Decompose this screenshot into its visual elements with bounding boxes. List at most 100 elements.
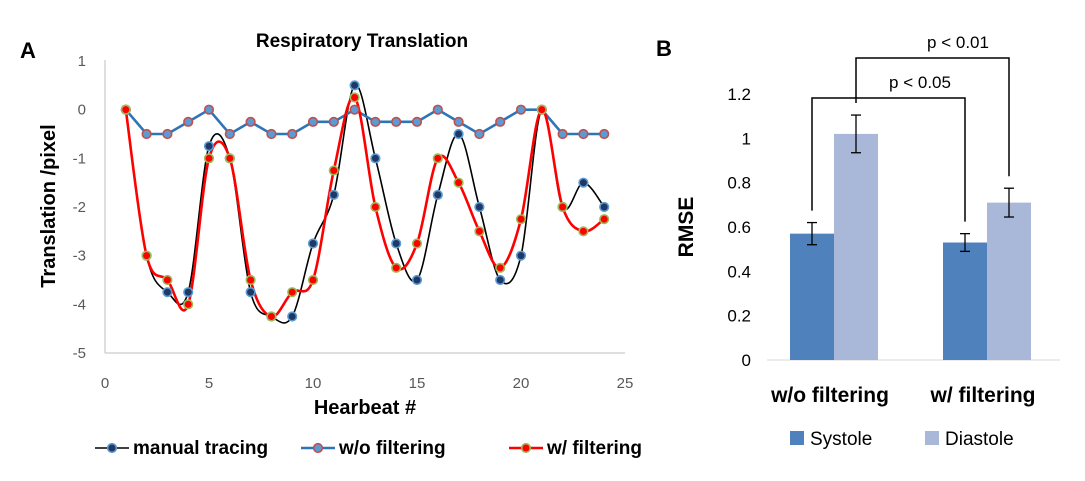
y-axis-title: Translation /pixel: [38, 124, 60, 287]
y-tick-label: 0.4: [727, 262, 751, 281]
data-point-w-filtering: [224, 153, 235, 164]
data-point-w-filtering: [515, 214, 527, 225]
series-line-manual-tracing: [125, 84, 605, 324]
data-point-w-o-filtering: [432, 104, 443, 115]
y-tick-label: -1: [73, 150, 86, 167]
legend-marker: [312, 442, 324, 454]
data-point-w-o-filtering: [307, 116, 319, 127]
y-tick-label: 1: [742, 129, 751, 148]
data-point-w-o-filtering: [370, 116, 381, 127]
x-axis-title: Hearbeat #: [314, 397, 416, 419]
data-point-w-filtering: [411, 238, 423, 249]
data-point-w-o-filtering: [599, 128, 610, 140]
data-point-w-filtering: [245, 274, 256, 286]
data-point-w-o-filtering: [245, 116, 256, 127]
bars: [790, 133, 1031, 360]
data-point-w-filtering: [578, 226, 589, 237]
data-point-w-filtering: [453, 177, 464, 188]
chart-a-title: Respiratory Translation: [256, 31, 468, 52]
data-point-manual-tracing: [328, 189, 339, 200]
data-point-w-filtering: [474, 226, 485, 237]
x-tick-label: 10: [305, 375, 322, 392]
data-point-manual-tracing: [515, 250, 527, 261]
legend-swatch: [790, 431, 804, 445]
data-point-w-o-filtering: [515, 104, 527, 115]
series-line-w-filtering: [124, 95, 605, 318]
data-point-w-filtering: [557, 201, 568, 213]
data-point-manual-tracing: [578, 177, 589, 188]
data-point-w-filtering: [266, 311, 277, 322]
y-tick-label: 0.2: [727, 307, 751, 326]
data-point-w-o-filtering: [578, 128, 589, 140]
x-tick-labels: 0 5 10 15 20 25: [101, 375, 634, 392]
panel-a-label: A: [20, 38, 36, 63]
category-label: w/ filtering: [930, 384, 1036, 407]
significance-bracket: [855, 57, 1010, 177]
y-tick-label: -2: [73, 199, 86, 216]
data-point-w-filtering: [432, 153, 443, 164]
data-point-w-filtering: [370, 201, 381, 213]
y-tick-label: -3: [73, 248, 86, 265]
data-point-w-filtering: [183, 299, 194, 310]
data-point-w-o-filtering: [224, 128, 235, 140]
data-point-w-o-filtering: [474, 128, 485, 140]
data-point-manual-tracing: [370, 153, 381, 164]
y-tick-labels: 1.2 1 0.8 0.6 0.4 0.2 0: [727, 85, 751, 370]
data-point-w-filtering: [307, 274, 319, 286]
data-point-w-filtering: [287, 287, 298, 298]
x-tick-label: 25: [617, 375, 634, 392]
category-labels: w/o filtering w/ filtering: [770, 384, 1035, 407]
data-point-manual-tracing: [599, 201, 610, 213]
data-point-w-filtering: [495, 262, 506, 273]
bar-diastole-0: [834, 133, 878, 360]
legend-label: Diastole: [945, 429, 1014, 450]
category-label: w/o filtering: [770, 384, 889, 407]
significance-brackets: p < 0.05 p < 0.01: [811, 33, 1010, 222]
legend-label: manual tracing: [133, 438, 268, 459]
data-point-w-o-filtering: [183, 116, 194, 127]
y-axis-title: RMSE: [675, 197, 698, 258]
y-tick-label: 0.6: [727, 218, 751, 237]
legend: Systole Diastole: [790, 429, 1014, 450]
bar-systole-0: [790, 233, 834, 360]
y-tick-label: 1: [78, 53, 86, 70]
x-tick-label: 0: [101, 375, 109, 392]
data-point-manual-tracing: [474, 201, 485, 213]
data-point-manual-tracing: [391, 238, 402, 249]
legend-label: Systole: [810, 429, 872, 450]
data-point-w-filtering: [162, 274, 173, 286]
data-point-w-filtering: [599, 214, 610, 225]
significance-bracket: [811, 97, 966, 222]
legend: manual tracing w/o filtering w/ filtering: [95, 438, 642, 459]
data-point-manual-tracing: [495, 274, 506, 286]
y-tick-labels: 1 0 -1 -2 -3 -4 -5: [73, 53, 86, 362]
data-point-w-o-filtering: [287, 128, 298, 140]
data-point-w-o-filtering: [453, 116, 464, 127]
data-point-w-o-filtering: [391, 116, 402, 127]
data-point-manual-tracing: [432, 189, 443, 200]
data-point-w-o-filtering: [162, 128, 173, 140]
data-point-w-filtering: [141, 250, 152, 261]
data-point-w-filtering: [120, 104, 131, 115]
legend-marker: [106, 442, 118, 454]
y-tick-label: 0: [742, 351, 751, 370]
x-tick-label: 5: [205, 375, 213, 392]
data-point-manual-tracing: [162, 287, 173, 298]
data-point-manual-tracing: [411, 274, 423, 286]
bar-diastole-1: [987, 202, 1031, 360]
data-point-manual-tracing: [245, 287, 256, 298]
data-point-w-filtering: [391, 262, 402, 273]
data-point-manual-tracing: [203, 141, 215, 152]
data-point-manual-tracing: [307, 238, 319, 249]
y-tick-label: 0: [78, 102, 86, 119]
p-value-label: p < 0.05: [889, 73, 951, 92]
y-tick-label: -5: [73, 345, 86, 362]
data-point-w-o-filtering: [349, 104, 360, 115]
y-tick-label: -4: [73, 296, 86, 313]
data-point-manual-tracing: [349, 80, 360, 91]
data-point-w-o-filtering: [495, 116, 506, 127]
data-point-manual-tracing: [453, 128, 464, 140]
p-value-label: p < 0.01: [927, 33, 989, 52]
